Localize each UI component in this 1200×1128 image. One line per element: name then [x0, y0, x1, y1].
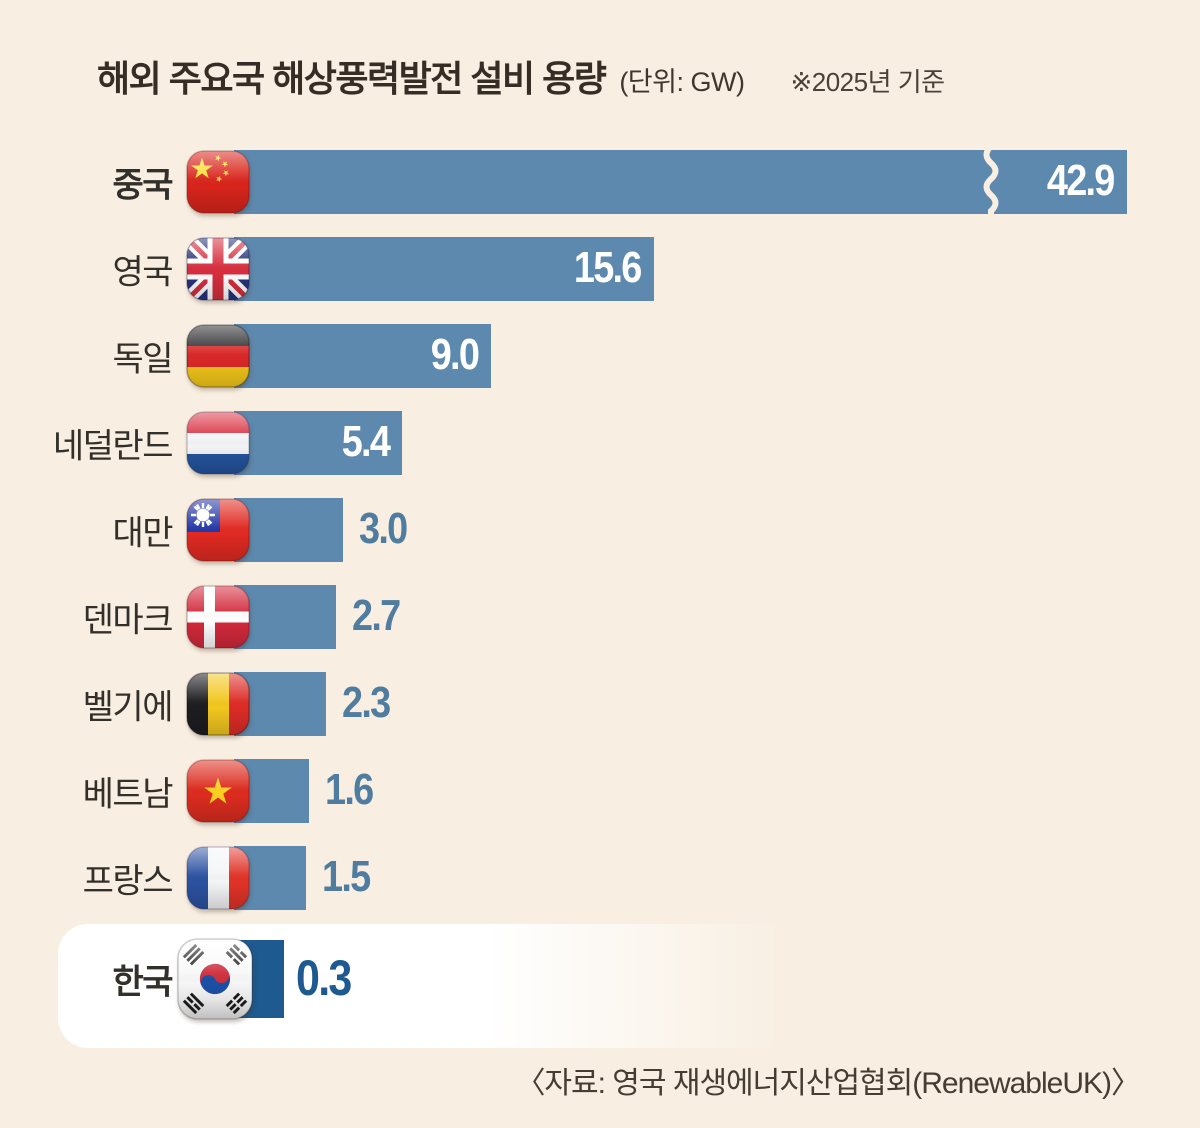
chart-header: 해외 주요국 해상풍력발전 설비 용량 (단위: GW) ※2025년 기준 — [97, 50, 945, 102]
value-label: 5.4 — [341, 417, 391, 466]
unit-label: (단위: GW) — [619, 67, 745, 97]
bar-row-uk: 영국 — [0, 237, 1200, 301]
bar-row-denmark: 덴마크 2.7 — [0, 585, 1200, 649]
bar-germany: 9.0 — [234, 324, 491, 388]
bar-uk: 15.6 — [234, 237, 654, 301]
bar-belgium — [234, 672, 326, 736]
bar-china: 42.9 — [234, 148, 1127, 216]
bar-taiwan — [234, 498, 343, 562]
value-label: 15.6 — [574, 243, 642, 292]
country-label: 영국 — [112, 253, 173, 292]
asof-note: ※2025년 기준 — [790, 67, 945, 97]
country-label: 벨기에 — [82, 688, 174, 727]
bar-row-taiwan: 대만 — [0, 498, 1200, 562]
country-label: 프랑스 — [82, 862, 174, 901]
page-title: 해외 주요국 해상풍력발전 설비 용량 — [97, 58, 607, 99]
value-label: 1.6 — [325, 765, 374, 814]
country-label: 중국 — [112, 166, 173, 205]
flag-germany-icon — [186, 324, 250, 388]
flag-denmark-icon — [186, 585, 250, 649]
value-label: 0.3 — [296, 949, 352, 1006]
bar-row-france: 프랑스 1.5 — [0, 846, 1200, 910]
flag-belgium-icon — [186, 672, 250, 736]
country-label: 대만 — [112, 514, 173, 553]
country-label: 독일 — [112, 340, 173, 379]
bar-denmark — [234, 585, 336, 649]
axis-break-icon — [983, 148, 999, 216]
value-label: 2.7 — [352, 591, 401, 640]
value-label: 42.9 — [1047, 156, 1115, 205]
value-label: 2.3 — [342, 678, 391, 727]
flag-united-kingdom-icon — [186, 237, 250, 301]
value-label: 1.5 — [322, 852, 371, 901]
bar-row-china: 중국 — [0, 148, 1200, 216]
bar-netherlands: 5.4 — [234, 411, 402, 475]
flag-netherlands-icon — [186, 411, 250, 475]
bar-row-vietnam: 베트남 1.6 — [0, 759, 1200, 823]
source-credit: 〈자료: 영국 재생에너지산업협회(RenewableUK)〉 — [515, 1067, 1141, 1100]
country-label: 한국 — [112, 963, 173, 1002]
flag-france-icon — [186, 846, 250, 910]
flag-china-icon — [186, 150, 250, 214]
bar-row-south-korea: 한국 — [0, 938, 1200, 1020]
country-label: 덴마크 — [82, 601, 174, 640]
bar-row-belgium: 벨기에 2.3 — [0, 672, 1200, 736]
value-label: 9.0 — [430, 330, 480, 379]
flag-vietnam-icon — [186, 759, 250, 823]
bar-row-netherlands: 네덜란드 5.4 — [0, 411, 1200, 475]
value-label: 3.0 — [359, 504, 408, 553]
flag-south-korea-icon — [177, 938, 253, 1020]
country-label: 베트남 — [82, 775, 174, 814]
country-label: 네덜란드 — [52, 427, 174, 466]
flag-taiwan-icon — [186, 498, 250, 562]
bar-row-germany: 독일 9.0 — [0, 324, 1200, 388]
